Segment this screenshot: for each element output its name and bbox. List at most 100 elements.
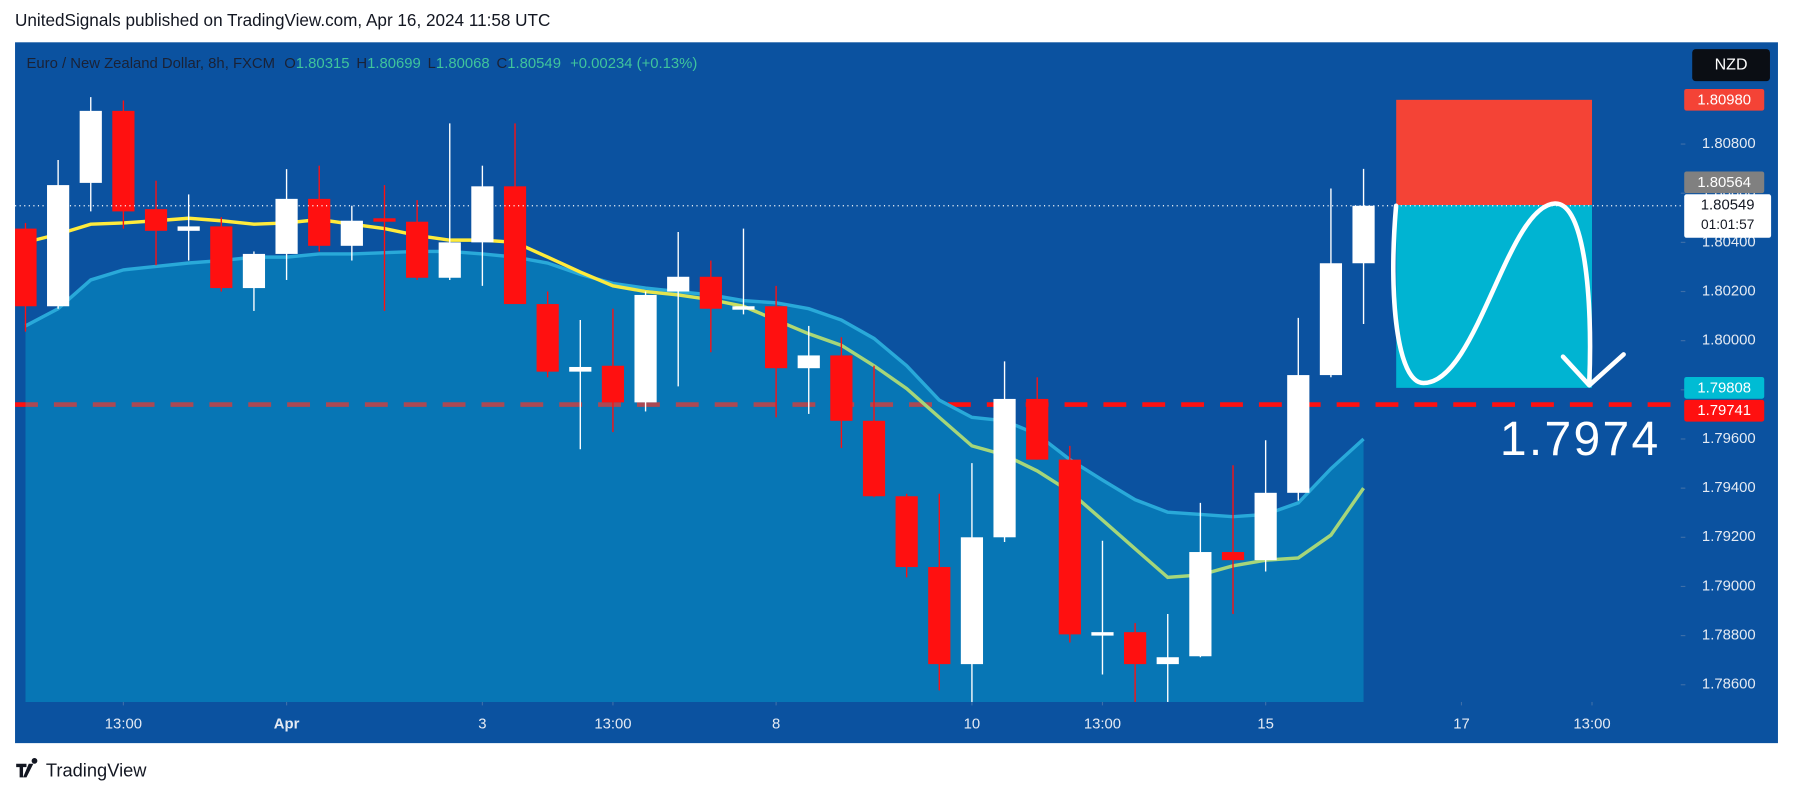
candle-body: [15, 228, 37, 307]
legend-value: 1.80315: [296, 56, 350, 72]
candle-body: [1156, 657, 1179, 665]
candle-body: [1091, 632, 1114, 636]
candle-body: [1058, 459, 1081, 635]
price-label: 1.80564: [1697, 175, 1751, 191]
x-tick-label: 17: [1453, 717, 1470, 733]
y-tick-label: 1.79400: [1702, 480, 1756, 496]
candle-body: [765, 306, 788, 369]
candle-body: [275, 198, 298, 254]
candle-body: [1254, 492, 1277, 561]
price-label: 1.79808: [1697, 380, 1751, 396]
legend: Euro / New Zealand Dollar, 8h, FXCM O1.80…: [26, 56, 697, 72]
y-tick-label: 1.78800: [1702, 628, 1756, 644]
candle-body: [210, 226, 233, 289]
price-label: 1.80549: [1701, 198, 1755, 214]
candle-body: [1352, 205, 1375, 264]
price-label-box: [1684, 399, 1765, 422]
candle-body: [79, 110, 102, 183]
drawn-arrow: [1391, 201, 1593, 386]
candle-body: [862, 420, 886, 497]
x-tick-label: 10: [964, 717, 981, 733]
legend-key: H: [356, 56, 367, 72]
x-tick-label: 13:00: [1573, 717, 1610, 733]
candle-body: [536, 304, 559, 372]
y-tick-label: 1.78600: [1702, 677, 1756, 693]
candle-body: [993, 398, 1016, 538]
candle-body: [340, 220, 363, 246]
candle-body: [144, 209, 168, 231]
candle-body: [503, 186, 527, 305]
y-tick-label: 1.80400: [1702, 234, 1756, 250]
countdown: 01:01:57: [1701, 217, 1754, 232]
candle-body: [569, 366, 592, 372]
candle-body: [1287, 375, 1310, 493]
legend-key: O: [284, 56, 296, 72]
plot-area: 1.7974: [15, 97, 1681, 702]
arrow-head: [1560, 352, 1626, 388]
candle-body: [373, 218, 396, 222]
stop-zone: [1396, 99, 1593, 206]
logo: [16, 757, 38, 778]
candle-body: [601, 365, 625, 403]
x-tick-label: Apr: [274, 717, 300, 733]
candle-body: [112, 110, 135, 212]
candle-body: [699, 276, 722, 309]
legend-change: +0.00234 (+0.13%): [570, 56, 697, 72]
candle-body: [1124, 632, 1147, 665]
legend-symbol: Euro / New Zealand Dollar, 8h, FXCM: [26, 56, 275, 72]
y-tick-label: 1.80200: [1702, 283, 1756, 299]
price-label-box: [1684, 88, 1765, 111]
price-label-box: [1684, 171, 1765, 194]
price-label: 1.80980: [1697, 92, 1751, 108]
candle-body: [177, 226, 200, 231]
ma-line: [25, 216, 1365, 580]
candle-body: [895, 496, 918, 568]
candle-body: [1319, 263, 1343, 376]
annotation: 1.7974: [1500, 413, 1661, 466]
candle-body: [928, 567, 951, 665]
x-tick-label: 8: [772, 717, 780, 733]
y-tick-label: 1.79000: [1702, 578, 1756, 594]
candle-body: [1026, 398, 1049, 460]
x-tick-label: 15: [1257, 717, 1274, 733]
candle-body: [1221, 552, 1245, 561]
x-tick-label: 13:00: [1084, 717, 1121, 733]
legend-value: 1.80068: [436, 56, 490, 72]
price-label-box: [1684, 194, 1772, 238]
header: UnitedSignals published on TradingView.c…: [15, 10, 550, 30]
footer-text: TradingView: [46, 760, 147, 781]
y-tick-label: 1.79600: [1702, 431, 1756, 447]
price-label: 1.79741: [1697, 403, 1751, 419]
candle-body: [308, 198, 331, 246]
candle-body: [634, 294, 657, 403]
candle-body: [960, 537, 984, 665]
plot: 1.7974 1.78600 1.78800 1.79000 1.79200 1.7940…: [15, 49, 1772, 733]
x-tick-label: 13:00: [105, 717, 142, 733]
band-area: [25, 251, 1364, 702]
candle-body: [667, 276, 690, 292]
candle-body: [830, 355, 853, 421]
legend-value: 1.80699: [367, 56, 421, 72]
footer: TradingView: [16, 757, 147, 781]
candle-body: [406, 221, 429, 278]
candle-body: [438, 242, 461, 278]
candle-body: [797, 355, 820, 369]
x-tick-label: 13:00: [594, 717, 631, 733]
legend-value: 1.80549: [507, 56, 561, 72]
candle-body: [47, 185, 70, 307]
currency: NZD: [1715, 56, 1748, 73]
currency-box: [1692, 49, 1770, 82]
y-tick-label: 1.79200: [1702, 529, 1756, 545]
target-zone: [1396, 205, 1593, 388]
legend-key: C: [497, 56, 508, 72]
candle-body: [242, 253, 266, 289]
legend-key: L: [428, 56, 436, 72]
candle-body: [732, 306, 755, 310]
x-tick-label: 3: [478, 717, 486, 733]
price-label-box: [1684, 377, 1765, 399]
y-tick-label: 1.80000: [1702, 333, 1756, 349]
candle-body: [1189, 552, 1212, 657]
candle-body: [471, 186, 494, 243]
